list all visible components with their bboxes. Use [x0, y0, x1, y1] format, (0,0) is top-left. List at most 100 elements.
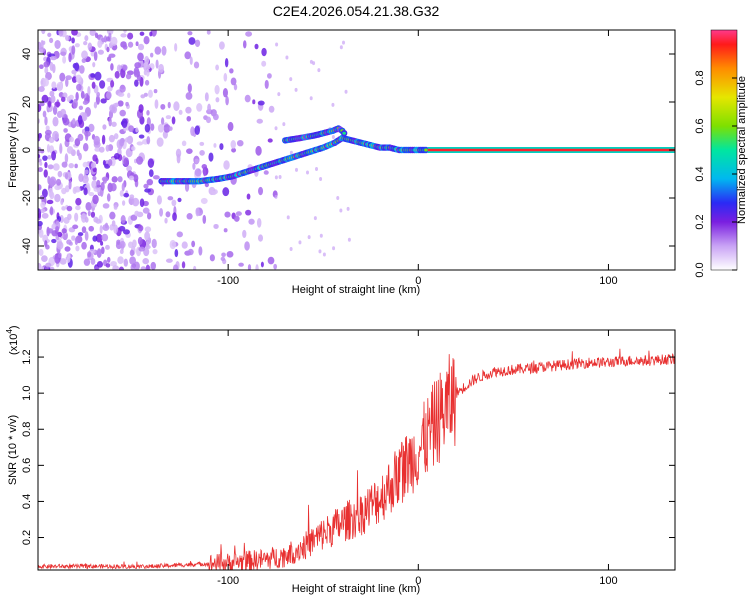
- noise-blob: [93, 101, 98, 109]
- noise-blob: [84, 216, 89, 223]
- noise-blob: [223, 228, 228, 233]
- noise-blob: [174, 42, 178, 52]
- noise-blob: [75, 74, 82, 83]
- noise-blob: [38, 153, 41, 159]
- noise-blob: [264, 79, 269, 89]
- noise-blob: [102, 177, 107, 184]
- noise-blob: [84, 130, 91, 137]
- noise-blob: [116, 239, 121, 245]
- noise-blob: [62, 117, 70, 126]
- noise-blob: [150, 123, 155, 131]
- noise-blob: [117, 256, 124, 264]
- noise-blob: [95, 218, 102, 224]
- noise-blob: [135, 127, 139, 133]
- noise-blob: [54, 101, 61, 108]
- snr-x-label: Height of straight line (km): [292, 583, 420, 595]
- noise-blob: [144, 79, 150, 86]
- noise-blob: [306, 170, 310, 175]
- noise-blob: [45, 244, 50, 250]
- noise-blob: [230, 77, 237, 86]
- noise-blob: [176, 231, 183, 238]
- noise-blob: [127, 92, 131, 99]
- noise-blob: [41, 212, 49, 219]
- noise-blob: [157, 123, 165, 133]
- noise-blob: [106, 56, 112, 62]
- noise-blob: [66, 146, 74, 154]
- noise-blob: [282, 122, 286, 127]
- noise-blob: [95, 95, 101, 105]
- noise-blob: [51, 223, 57, 230]
- noise-blob: [51, 81, 57, 89]
- noise-blob: [289, 246, 293, 251]
- noise-blob: [274, 194, 278, 199]
- noise-blob: [187, 83, 192, 93]
- snr-frame: [37, 329, 676, 571]
- noise-blob: [77, 133, 84, 142]
- noise-blob: [99, 225, 103, 234]
- noise-blob: [342, 40, 346, 45]
- noise-blob: [204, 92, 209, 102]
- noise-blob: [62, 55, 67, 64]
- noise-blob: [244, 94, 251, 103]
- noise-blob: [113, 204, 118, 210]
- noise-blob: [58, 252, 62, 259]
- noise-blob: [87, 210, 91, 217]
- noise-blob: [59, 258, 67, 265]
- noise-blob: [65, 75, 72, 81]
- noise-blob: [138, 246, 146, 252]
- noise-blob: [111, 176, 118, 183]
- noise-blob: [113, 224, 119, 234]
- noise-blob: [294, 167, 298, 172]
- noise-blob: [125, 101, 129, 107]
- noise-blob: [224, 58, 229, 68]
- snr-multiplier-base: (x10: [8, 334, 20, 355]
- noise-blob: [146, 64, 151, 70]
- noise-blob: [263, 170, 269, 175]
- noise-blob: [106, 256, 111, 263]
- noise-blob: [52, 163, 60, 171]
- noise-blob: [347, 237, 351, 242]
- noise-blob: [117, 176, 123, 183]
- noise-blob: [268, 105, 275, 113]
- noise-blob: [123, 192, 130, 198]
- noise-blob: [255, 264, 259, 270]
- noise-blob: [91, 179, 98, 189]
- noise-blob: [90, 162, 96, 169]
- x-tick-label: 0: [415, 275, 421, 287]
- noise-blob: [147, 89, 153, 98]
- noise-blob: [106, 30, 114, 36]
- noise-blob: [58, 30, 64, 37]
- noise-blob: [83, 40, 88, 46]
- noise-blob: [64, 246, 71, 252]
- noise-blob: [88, 123, 95, 133]
- snr-multiplier-exp: 4: [5, 329, 14, 334]
- noise-blob: [95, 157, 99, 165]
- noise-blob: [199, 150, 205, 156]
- noise-blob: [122, 229, 130, 235]
- noise-blob: [119, 84, 126, 93]
- noise-blob: [93, 51, 98, 62]
- noise-blob: [339, 208, 343, 213]
- noise-blob: [114, 70, 120, 79]
- noise-blob: [165, 211, 171, 218]
- noise-blob: [136, 156, 144, 165]
- noise-blob: [132, 239, 137, 248]
- noise-blob: [127, 241, 134, 249]
- noise-blob: [61, 161, 68, 168]
- noise-blob: [133, 261, 140, 270]
- noise-blob: [246, 193, 251, 200]
- noise-blob: [124, 136, 132, 143]
- noise-blob: [181, 241, 188, 249]
- noise-blob: [38, 213, 41, 219]
- noise-blob: [125, 73, 132, 80]
- noise-blob: [184, 182, 190, 192]
- noise-blob: [256, 217, 262, 228]
- noise-blob: [74, 43, 80, 48]
- noise-blob: [294, 87, 298, 92]
- noise-blob: [193, 265, 197, 270]
- noise-blob: [185, 106, 192, 114]
- noise-blob: [108, 117, 112, 127]
- noise-blob: [151, 238, 157, 249]
- noise-blob: [101, 246, 105, 255]
- noise-blob: [68, 163, 75, 169]
